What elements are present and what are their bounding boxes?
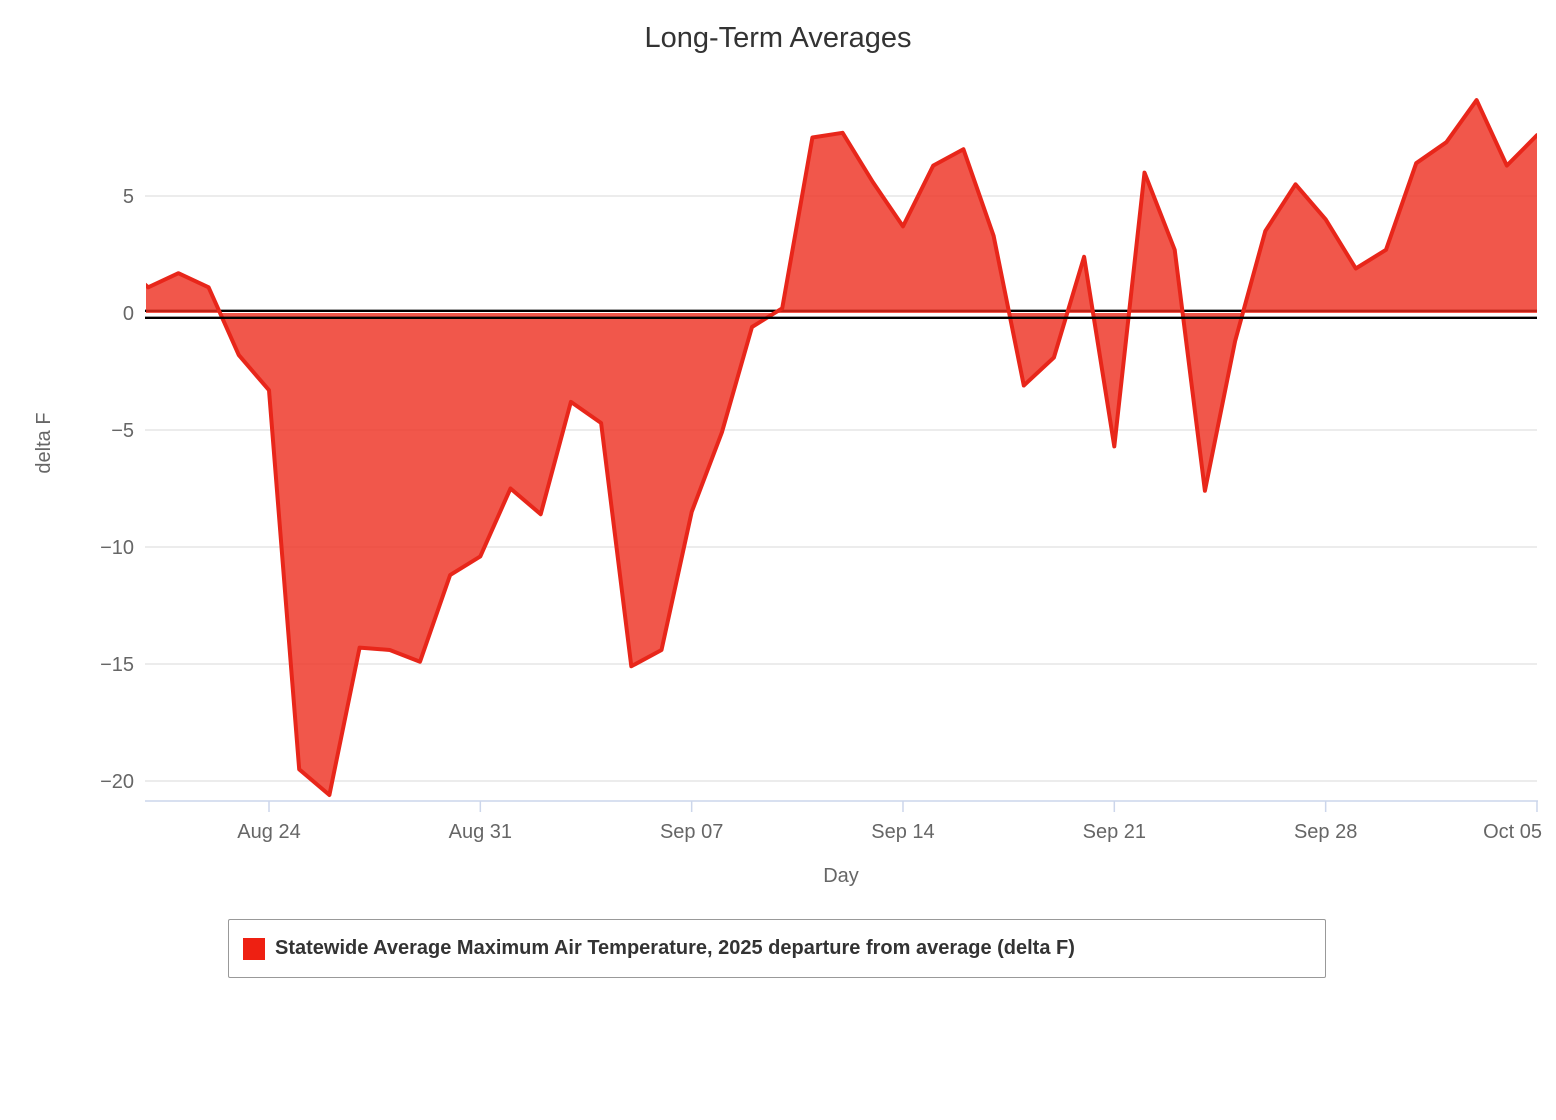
series-area[interactable]	[118, 100, 1537, 795]
series-line[interactable]	[118, 98, 1537, 797]
area-chart: 5 0 −5 −10 −15 −20 Aug 24 Aug 31 Sep 07 Sep 14 Sep…	[33, 22, 1542, 887]
x-tick-label: Sep 21	[1083, 821, 1146, 843]
x-tick-label: Sep 14	[871, 821, 934, 843]
x-tick-label: Oct 05	[1483, 821, 1542, 843]
chart-title: Long-Term Averages	[644, 22, 911, 54]
legend-item[interactable]: Statewide Average Maximum Air Temperatur…	[228, 919, 1326, 978]
y-tick-label: −10	[100, 537, 134, 559]
x-tick-label: Sep 28	[1294, 821, 1357, 843]
x-tick-label: Aug 31	[449, 821, 512, 843]
legend-label: Statewide Average Maximum Air Temperatur…	[275, 937, 1075, 959]
y-tick-label: 0	[123, 303, 134, 325]
x-tick-label: Aug 24	[237, 821, 300, 843]
x-axis-title: Day	[823, 865, 859, 887]
y-tick-label: −15	[100, 654, 134, 676]
y-tick-label: 5	[123, 186, 134, 208]
y-tick-label: −5	[111, 420, 134, 442]
legend-swatch	[243, 937, 265, 960]
y-axis-title: delta F	[33, 412, 55, 473]
y-tick-label: −20	[100, 771, 134, 793]
x-tick-label: Sep 07	[660, 821, 723, 843]
